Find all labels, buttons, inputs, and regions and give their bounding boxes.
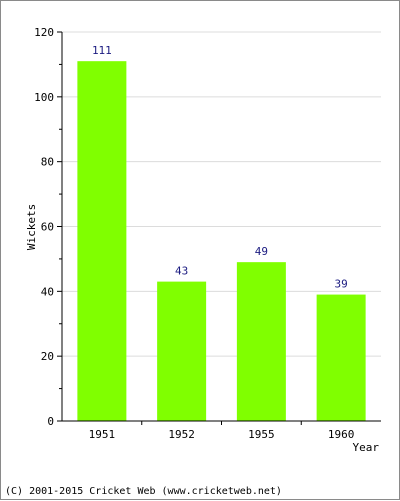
data-label-1951: 111: [92, 44, 112, 57]
data-label-1960: 39: [335, 278, 348, 291]
labels: 0 20 40 60 80 100 120 111 1951 43 1952 49 1955 39 1960: [34, 26, 354, 441]
bar-1960: [316, 294, 366, 421]
y-axis-title: Wickets: [25, 204, 38, 250]
x-tick-label-1952: 1952: [168, 428, 195, 441]
x-tick-label-1951: 1951: [89, 428, 116, 441]
x-tick-label-1960: 1960: [328, 428, 355, 441]
y-tick-label: 0: [47, 415, 54, 428]
data-label-1955: 49: [255, 245, 268, 258]
bar-1952: [157, 281, 207, 421]
bars: [77, 61, 366, 422]
x-axis-title: Year: [353, 441, 380, 454]
y-tick-label: 100: [34, 91, 54, 104]
y-tick-label: 80: [41, 156, 54, 169]
y-tick-label: 60: [41, 221, 54, 234]
axes: [57, 31, 381, 425]
y-tick-label: 120: [34, 26, 54, 39]
bar-1951: [77, 61, 127, 422]
data-label-1952: 43: [175, 265, 188, 278]
copyright-footer: (C) 2001-2015 Cricket Web (www.cricketwe…: [5, 486, 282, 497]
y-tick-label: 40: [41, 285, 54, 298]
x-tick-label-1955: 1955: [248, 428, 275, 441]
bar-1955: [236, 262, 286, 421]
y-tick-label: 20: [41, 350, 54, 363]
